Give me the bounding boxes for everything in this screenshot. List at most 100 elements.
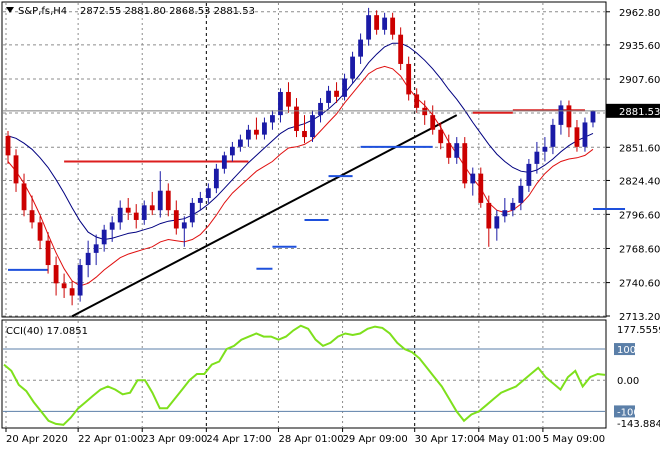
price-series [3, 7, 626, 318]
candle-body [558, 105, 564, 125]
candle-body [101, 229, 107, 245]
candle-body [29, 210, 35, 223]
candle-body [21, 183, 27, 211]
candle-body [470, 173, 476, 184]
candle-body [237, 139, 243, 147]
candle-body [133, 212, 139, 220]
candle-body [454, 143, 460, 158]
symbol-label: S&P,fs,H4 [18, 6, 67, 17]
candle-body [125, 207, 131, 213]
candle-body [414, 94, 420, 108]
candle-body [438, 129, 444, 144]
time-tick-label: 29 Apr 09:00 [343, 434, 408, 445]
candle-body [229, 146, 235, 156]
candle-body [382, 17, 388, 30]
price-tick-label: 2713.20 [619, 312, 660, 323]
candle-body [61, 283, 67, 289]
candle-body [205, 188, 211, 199]
price-tick-label: 2740.60 [619, 279, 660, 290]
candle-body [342, 78, 347, 97]
cci-level-label: 100 [617, 345, 636, 356]
candle-body [246, 129, 251, 140]
candle-body [358, 39, 363, 57]
cci-tick-label: 177.5559 [617, 325, 660, 336]
candle-body [510, 202, 516, 211]
time-tick-label: 20 Apr 2020 [6, 434, 68, 445]
candle-body [518, 185, 524, 203]
candle-body [45, 240, 51, 266]
candle-body [141, 205, 147, 220]
candle-body [286, 91, 291, 107]
cci-level-label: -100 [617, 407, 640, 418]
time-tick-label: 30 Apr 17:00 [415, 434, 480, 445]
price-tick-label: 2962.80 [619, 8, 660, 19]
candle-body [550, 124, 556, 147]
price-grid [3, 3, 605, 317]
candle-body [462, 143, 468, 184]
candle-body [93, 244, 99, 253]
candle-body [422, 107, 428, 116]
candle-body [398, 34, 404, 64]
candle-body [582, 122, 588, 147]
candle-body [149, 205, 155, 211]
candle-body [542, 146, 548, 152]
cci-tick-label: 0.00 [617, 376, 639, 387]
candle-body [37, 222, 43, 241]
ohlc-label: 2872.55 2881.80 2868.53 2881.53 [80, 6, 255, 17]
collapse-arrow-icon[interactable] [6, 7, 14, 13]
cci-label: CCI(40) 17.0851 [6, 326, 88, 337]
candle-body [109, 222, 115, 230]
candle-body [430, 115, 436, 130]
price-tick-label: 2907.60 [619, 75, 660, 86]
candle-body [526, 163, 532, 186]
price-tick-label: 2768.60 [619, 244, 660, 255]
cci-tick-label: -143.8847 [617, 419, 660, 430]
candle-body [318, 102, 323, 116]
trend-line [71, 114, 458, 318]
cci-line [3, 324, 606, 426]
candle-body [189, 202, 195, 223]
cci-series [3, 324, 606, 426]
cci-axis: 100 -100 177.5559 0.00 -143.8847 [614, 325, 660, 430]
candle-body [254, 129, 259, 135]
price-axis: 2962.802935.602907.602879.802851.602824.… [606, 8, 660, 323]
candle-body [478, 173, 484, 203]
cci-level-tag [614, 343, 635, 356]
current-price-label: 2881.53 [619, 107, 660, 118]
candle-body [69, 288, 75, 296]
price-tick-label: 2851.60 [619, 143, 660, 154]
price-pane: 2962.802935.602907.602879.802851.602824.… [1, 1, 660, 323]
candle-body [262, 122, 267, 135]
candle-body [486, 202, 492, 229]
candle-body [181, 222, 187, 229]
candle-body [374, 15, 380, 30]
candle-body [326, 90, 331, 103]
candle-body [77, 265, 83, 296]
cci-pane: 100 -100 177.5559 0.00 -143.8847 CCI(40) 17.… [1, 319, 660, 430]
candle-body [13, 155, 19, 184]
time-tick-label: 22 Apr 01:00 [78, 434, 143, 445]
candle-body [502, 210, 508, 217]
candle-body [302, 130, 307, 138]
candle-body [366, 15, 372, 40]
price-tick-label: 2935.60 [619, 41, 660, 52]
candle-body [534, 151, 540, 164]
candle-body [574, 127, 580, 147]
candle-body [494, 216, 500, 229]
candle-body [213, 168, 219, 189]
candle-body [221, 155, 227, 169]
candle-body [278, 91, 283, 116]
candle-body [5, 135, 11, 156]
candle-body [310, 115, 315, 138]
price-pane-frame [1, 1, 607, 318]
cci-pane-frame [1, 319, 607, 429]
candle-body [390, 17, 396, 35]
candle-body [406, 63, 412, 95]
time-tick-label: 5 May 09:00 [543, 434, 605, 445]
cci-level-tag [614, 405, 635, 418]
candle-body [294, 106, 299, 131]
candle-body [590, 110, 596, 123]
candle-body [350, 56, 355, 79]
time-tick-label: 28 Apr 01:00 [278, 434, 343, 445]
